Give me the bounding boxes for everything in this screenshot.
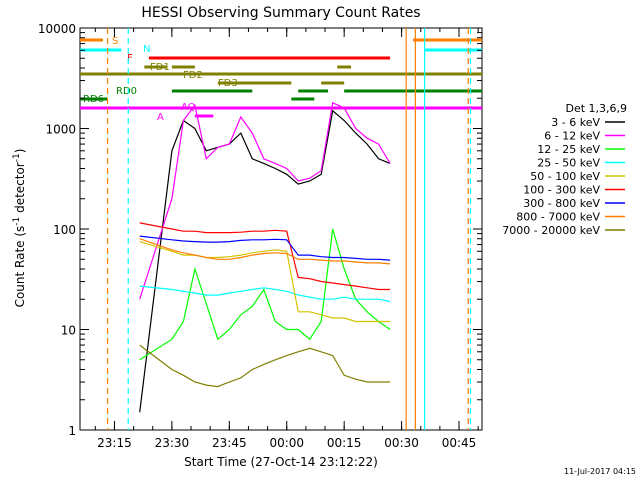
legend-label-1: 6 - 12 keV: [544, 130, 600, 143]
x-tick-label: 00:15: [327, 436, 362, 450]
x-tick-label: 23:30: [155, 436, 190, 450]
flag-label-n: N: [143, 44, 150, 55]
series-line-1: [139, 101, 391, 300]
legend-label-4: 50 - 100 keV: [530, 170, 600, 183]
series-line-7: [139, 238, 391, 265]
flag-label-s: S: [112, 36, 118, 47]
flag-bars: S NF FD1 FD2 FD3 RD0 RD6 A AQ: [80, 36, 482, 123]
flag-label-rd0: RD0: [116, 86, 137, 97]
x-tick-label: 00:00: [269, 436, 304, 450]
x-axis-label: Start Time (27-Oct-14 23:12:22): [184, 455, 378, 469]
x-tick-label: 23:45: [212, 436, 247, 450]
plot-area: [79, 27, 483, 431]
vertical-markers: [106, 28, 472, 430]
x-tick-label: 00:30: [384, 436, 419, 450]
flag-label-rd6: RD6: [83, 94, 104, 105]
legend-label-7: 800 - 7000 keV: [516, 211, 600, 224]
series-line-5: [139, 222, 391, 291]
y-tick-label: 10000: [38, 22, 76, 36]
y-axis-label: Count Rate (s-1 detector-1): [12, 149, 27, 308]
legend-title: Det 1,3,6,9: [565, 102, 627, 115]
series-line-8: [139, 344, 391, 388]
series-lines: [139, 101, 391, 413]
flag-label-fd1: FD1: [150, 62, 170, 73]
legend-label-6: 300 - 800 keV: [523, 197, 600, 210]
x-axis: 23:15 23:30 23:45 00:00 00:15 00:30 00:45: [94, 28, 479, 450]
flag-label-fd2: FD2: [183, 70, 203, 81]
y-tick-label: 10: [61, 324, 76, 338]
x-tick-label: 23:15: [97, 436, 132, 450]
series-line-2: [139, 228, 391, 361]
plot-frame: [79, 27, 483, 431]
flag-label-f: F: [127, 53, 133, 64]
date-stamp: 11-Jul-2017 04:15: [564, 467, 636, 476]
flag-label-aq: AQ: [181, 102, 196, 113]
legend-label-0: 3 - 6 keV: [551, 116, 600, 129]
legend-label-3: 25 - 50 keV: [537, 157, 600, 170]
y-tick-label: 1000: [45, 123, 76, 137]
legend-label-2: 12 - 25 keV: [537, 143, 600, 156]
series-line-6: [139, 235, 391, 261]
x-tick-label: 00:45: [442, 436, 477, 450]
legend-label-5: 100 - 300 keV: [523, 184, 600, 197]
y-tick-label: 1: [68, 424, 76, 438]
y-axis: 1 10 100 1000 10000: [38, 22, 482, 438]
y-tick-label: 100: [53, 223, 76, 237]
chart-title: HESSI Observing Summary Count Rates: [141, 5, 420, 21]
series-line-0: [139, 109, 391, 413]
legend-label-8: 7000 - 20000 keV: [502, 224, 600, 237]
series-line-3: [139, 285, 391, 303]
flag-label-fd3: FD3: [218, 78, 238, 89]
flag-label-a: A: [157, 112, 164, 123]
